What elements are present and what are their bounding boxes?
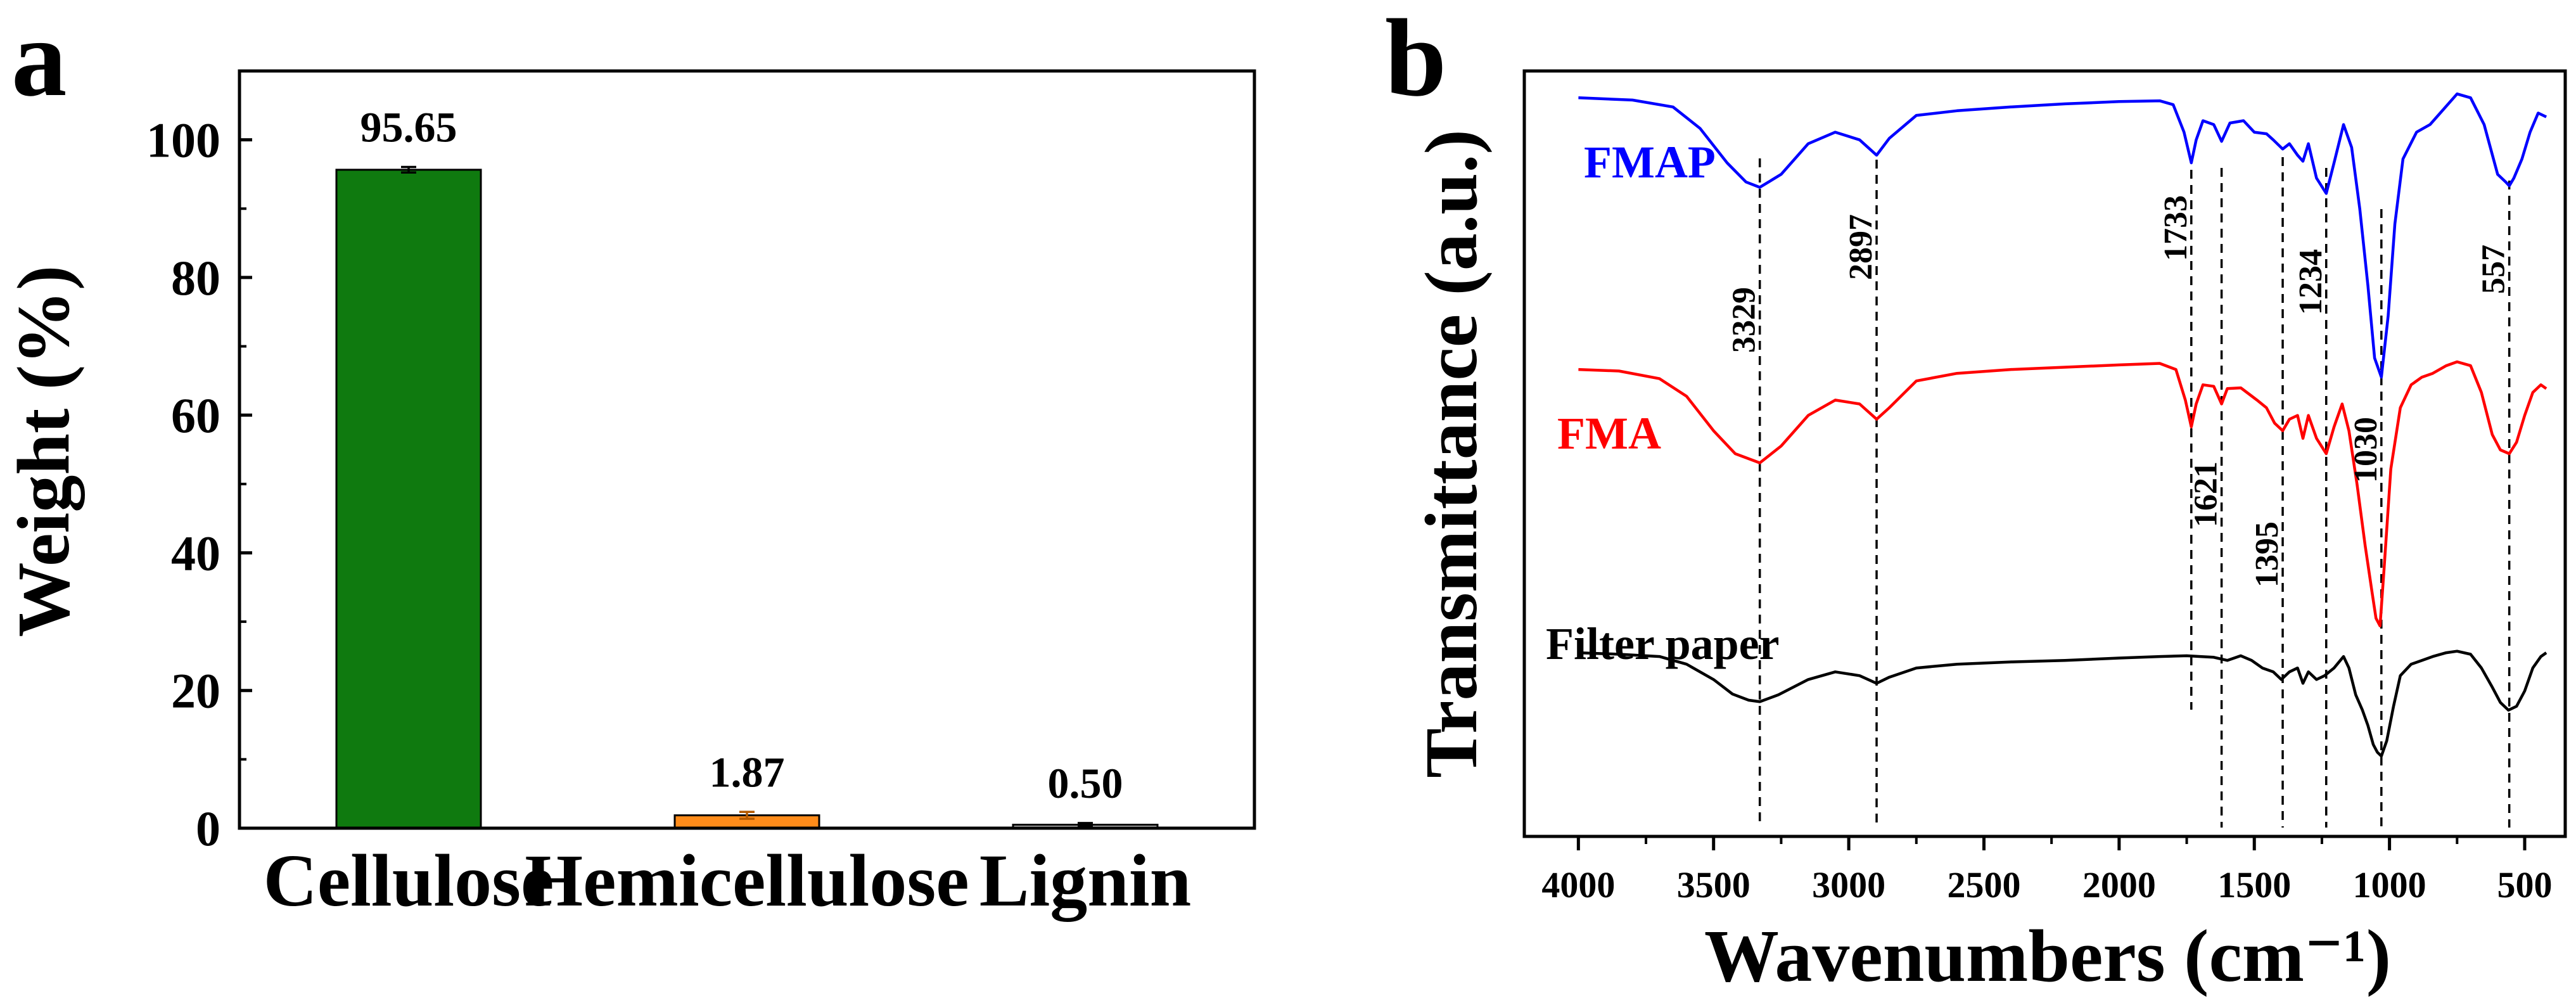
x-tick-label: 2500	[1947, 864, 2020, 905]
peak-labels: 3329 2897 1733 1621 1395 1234 1030 557	[1726, 195, 2512, 587]
panel-a-frame	[238, 69, 1256, 830]
x-tick-label: 3500	[1677, 864, 1750, 905]
spectra	[1578, 92, 2547, 758]
peak-label: 1395	[2249, 521, 2285, 587]
spectrum-filter-paper	[1578, 649, 2547, 758]
x-tick-label: 1000	[2353, 864, 2426, 905]
series-label-filter-paper: Filter paper	[1546, 618, 1780, 669]
panel-b-label: b	[1385, 0, 1446, 119]
y-tick-label: 0	[196, 801, 220, 856]
x-tick-label: 4000	[1541, 864, 1615, 905]
bar-value-label: 1.87	[710, 748, 785, 796]
y-axis-title: Transmittance (a.u.)	[1410, 129, 1493, 778]
x-axis-ticks: 4000 3500 3000 2500 2000 1500 1000 500	[1541, 836, 2552, 905]
peak-label: 1030	[2348, 417, 2384, 483]
x-tick-label: 500	[2497, 864, 2552, 905]
y-tick-label: 40	[171, 525, 220, 580]
panel-a-bar-chart: a 95.65 1.87 0.50 0 20 40 60 80 100 CelluloseHe…	[2, 0, 1256, 922]
peak-label: 1621	[2188, 461, 2224, 527]
peak-guide-lines	[1758, 157, 2511, 828]
y-tick-label: 100	[146, 113, 220, 168]
x-axis-title: Wavenumbers (cm⁻¹)	[1704, 914, 2391, 997]
bars	[335, 169, 1159, 829]
series-label-fma: FMA	[1557, 408, 1661, 459]
y-axis-title: Weight (%)	[2, 265, 85, 637]
panel-b-frame	[1522, 69, 2567, 838]
y-tick-label: 80	[171, 250, 220, 305]
peak-label: 1234	[2293, 249, 2329, 315]
spectrum-fmap	[1578, 92, 2547, 379]
panel-a-label: a	[11, 0, 67, 119]
peak-label: 3329	[1726, 287, 1763, 353]
y-axis-ticks: 0 20 40 60 80 100	[146, 113, 252, 856]
bar-value-label: 0.50	[1048, 759, 1123, 807]
y-tick-label: 60	[171, 388, 220, 443]
x-tick-label: 3000	[1812, 864, 1885, 905]
y-tick-label: 20	[171, 663, 220, 719]
peak-label: 557	[2476, 245, 2512, 294]
x-tick-label: 1500	[2217, 864, 2291, 905]
series-label-fmap: FMAP	[1584, 137, 1716, 188]
bar-cellulose	[335, 169, 482, 829]
x-tick-label: Hemicellulose	[525, 839, 969, 922]
spectrum-fma	[1578, 360, 2547, 628]
x-tick-label: 2000	[2082, 864, 2156, 905]
bar-value-label: 95.65	[360, 103, 457, 151]
x-tick-label: Cellulose	[264, 839, 554, 922]
series-labels: FMAP FMA Filter paper	[1546, 137, 1780, 669]
peak-label: 2897	[1843, 214, 1879, 280]
x-tick-label: Lignin	[979, 839, 1192, 922]
peak-label: 1733	[2158, 195, 2194, 261]
error-bars	[401, 165, 1093, 828]
bar-value-labels: 95.65 1.87 0.50	[360, 103, 1123, 807]
